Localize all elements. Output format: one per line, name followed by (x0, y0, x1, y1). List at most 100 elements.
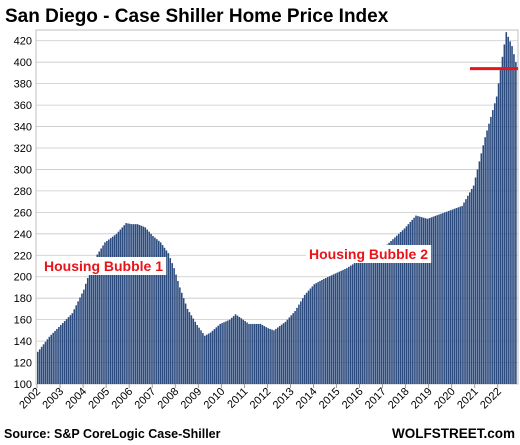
bar (217, 325, 220, 384)
bar (205, 334, 208, 384)
bar (313, 284, 316, 384)
y-tick-label: 320 (14, 143, 32, 155)
bar (236, 315, 239, 384)
x-axis-ticks: 2002200320042005200620072008200920102011… (17, 384, 504, 411)
bar (495, 96, 498, 384)
bar (482, 145, 485, 384)
bar (444, 212, 446, 384)
y-tick-label: 220 (14, 250, 32, 262)
bar (411, 219, 413, 384)
bar (513, 54, 515, 384)
y-tick-label: 240 (14, 229, 32, 241)
bar (447, 210, 450, 384)
bar (179, 287, 181, 384)
bar (497, 83, 500, 384)
bar (50, 334, 53, 384)
bar (194, 321, 197, 384)
bar (392, 239, 394, 384)
bar (507, 36, 509, 384)
bar (336, 272, 339, 384)
bar (328, 276, 331, 384)
annotation-bubble-1: Housing Bubble 1 (44, 258, 163, 274)
bar (104, 242, 106, 384)
bar (96, 254, 99, 384)
bar (428, 218, 431, 384)
bar (424, 218, 427, 384)
bar (399, 232, 402, 384)
bar (157, 240, 160, 384)
bar (374, 252, 377, 384)
bar (108, 239, 110, 384)
bar (417, 216, 419, 384)
bar (277, 327, 279, 384)
bar (136, 224, 139, 384)
bar (474, 177, 477, 384)
y-tick-label: 340 (14, 122, 32, 134)
bar (405, 226, 408, 384)
bar (476, 169, 479, 384)
bar (480, 153, 483, 384)
bar (380, 249, 383, 384)
bars (37, 32, 517, 385)
chart-title: San Diego - Case Shiller Home Price Inde… (5, 6, 389, 27)
bar (296, 307, 298, 384)
bar (486, 130, 488, 384)
bar (144, 227, 147, 384)
bar (98, 251, 101, 384)
bar (382, 248, 385, 384)
bar (361, 258, 364, 384)
bar (348, 266, 350, 384)
bar (40, 346, 43, 384)
bar (288, 317, 291, 384)
bar (298, 304, 300, 384)
bar (367, 256, 369, 384)
annotation-bubble-2: Housing Bubble 2 (309, 246, 428, 262)
bar (173, 268, 175, 384)
bar (426, 218, 429, 384)
bar (142, 226, 145, 384)
bar (394, 237, 396, 384)
bar (459, 206, 461, 384)
bar (125, 223, 127, 384)
bar (292, 313, 294, 384)
bar (60, 325, 62, 384)
bar (323, 278, 325, 384)
bar (90, 266, 93, 384)
x-tick-label: 2019 (409, 386, 435, 412)
bar (225, 321, 227, 384)
bar (229, 319, 231, 384)
bar (453, 208, 456, 384)
bar (353, 263, 356, 384)
bar (221, 323, 223, 384)
bar (77, 301, 79, 384)
bar (445, 211, 448, 384)
bar (355, 261, 358, 384)
bar (167, 253, 170, 384)
bar (319, 281, 321, 384)
bar (123, 225, 125, 384)
bar (146, 229, 149, 384)
bar (83, 289, 85, 384)
bar (163, 247, 166, 384)
bar (94, 257, 97, 384)
bar (188, 312, 191, 384)
x-tick-label: 2006 (109, 386, 135, 412)
bar (246, 322, 248, 384)
bar (511, 46, 513, 385)
bar (371, 254, 373, 384)
bar (138, 224, 141, 384)
bar (213, 329, 216, 384)
bar (357, 260, 360, 384)
bar (58, 326, 60, 384)
x-tick-label: 2021 (455, 386, 481, 412)
bar (493, 103, 496, 385)
bar (409, 222, 412, 384)
bar (346, 268, 348, 384)
bar (121, 227, 124, 384)
bar (127, 223, 129, 384)
bar (359, 259, 362, 384)
bar (273, 330, 275, 384)
bar (317, 282, 319, 384)
bar (186, 308, 189, 384)
